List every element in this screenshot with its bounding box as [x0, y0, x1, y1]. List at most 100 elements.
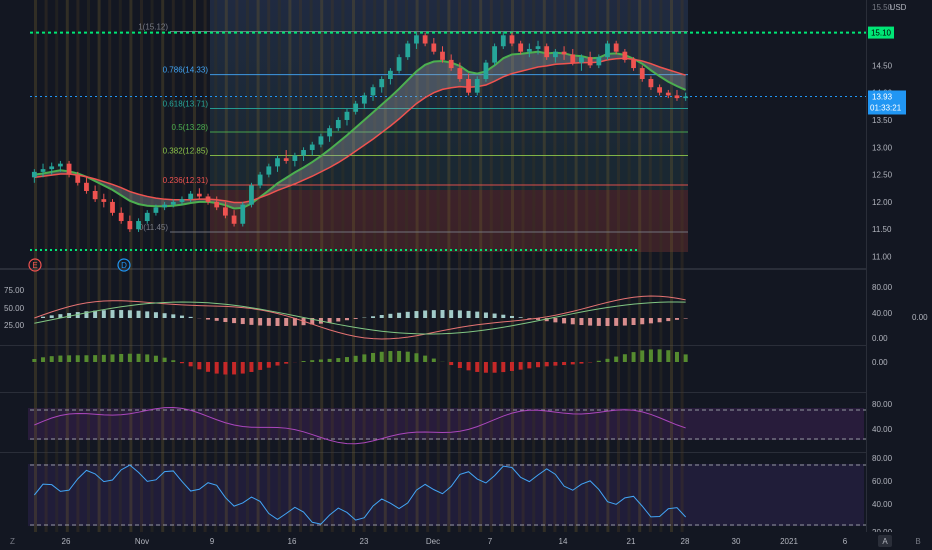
candle-body[interactable] — [370, 87, 376, 96]
candle-body[interactable] — [457, 68, 463, 80]
candle-body[interactable] — [188, 193, 194, 200]
candle-body[interactable] — [127, 221, 133, 230]
candle-body[interactable] — [544, 46, 550, 58]
candle-body[interactable] — [657, 87, 662, 93]
rsi-right-tick: 40.00 — [872, 425, 893, 434]
time-axis-bar — [0, 532, 932, 550]
candle-body[interactable] — [266, 166, 272, 175]
candle-body[interactable] — [344, 111, 350, 120]
histogram-bar — [371, 352, 376, 362]
candle-body[interactable] — [474, 79, 480, 93]
candle-body[interactable] — [414, 35, 419, 44]
candle-body[interactable] — [301, 150, 306, 156]
candle-body[interactable] — [170, 201, 176, 205]
candle-body[interactable] — [396, 57, 402, 71]
session-stripe — [489, 0, 493, 540]
candle-body[interactable] — [205, 196, 211, 202]
candle-body[interactable] — [240, 204, 246, 224]
candle-body[interactable] — [110, 201, 115, 213]
candle-body[interactable] — [587, 57, 593, 66]
candle-body[interactable] — [570, 54, 576, 63]
candle-body[interactable] — [66, 163, 72, 175]
event-marker-icon[interactable] — [117, 258, 131, 272]
candle-body[interactable] — [231, 215, 237, 224]
candle-body[interactable] — [561, 51, 567, 55]
time-axis[interactable]: 26 Nov 9 16 23 Dec 7 14 21 28 30 2021 6 Z A B — [0, 532, 932, 550]
candle-body[interactable] — [292, 155, 298, 161]
candle-body[interactable] — [283, 158, 289, 161]
candle-body[interactable] — [136, 221, 141, 230]
candle-body[interactable] — [84, 182, 89, 191]
candle-body[interactable] — [223, 207, 228, 216]
candle-body[interactable] — [257, 174, 263, 186]
candle-body[interactable] — [75, 174, 81, 183]
candle-body[interactable] — [58, 163, 63, 167]
candle-body[interactable] — [466, 79, 471, 93]
candle-body[interactable] — [665, 92, 671, 96]
candle-body[interactable] — [500, 35, 506, 47]
candle-body[interactable] — [40, 169, 46, 172]
session-stripe — [553, 0, 557, 540]
candle-body[interactable] — [144, 212, 150, 222]
candle-body[interactable] — [309, 144, 315, 151]
alert-price-badge[interactable] — [868, 26, 894, 39]
candle-body[interactable] — [596, 57, 602, 66]
candle-body[interactable] — [553, 51, 558, 58]
histogram-bar — [414, 353, 419, 362]
candle-body[interactable] — [683, 96, 689, 99]
macd-histogram-bar — [110, 310, 115, 318]
candle-body[interactable] — [631, 59, 636, 69]
candle-body[interactable] — [179, 199, 185, 202]
candle-body[interactable] — [509, 35, 515, 44]
candle-body[interactable] — [448, 59, 454, 69]
candle-body[interactable] — [388, 70, 393, 80]
session-stripes — [34, 0, 684, 540]
session-stripe — [659, 0, 663, 540]
candle-body[interactable] — [535, 46, 541, 49]
session-stripe — [670, 0, 673, 540]
candle-body[interactable] — [249, 185, 254, 205]
candle-body[interactable] — [648, 79, 654, 88]
candle-body[interactable] — [579, 57, 584, 63]
fibonacci-retracement[interactable]: 1(15.12) 0.786(14.33) 0.618(13.71) 0.5(13.2… — [30, 22, 866, 251]
candle-body[interactable] — [440, 51, 445, 60]
candle-body[interactable] — [118, 212, 124, 222]
candle-body[interactable] — [318, 136, 324, 145]
candle-body[interactable] — [196, 193, 202, 197]
candle-body[interactable] — [92, 190, 98, 200]
candle-body[interactable] — [379, 79, 385, 88]
candle-body[interactable] — [214, 201, 220, 208]
candle-body[interactable] — [483, 62, 489, 80]
histogram-bar — [405, 351, 410, 362]
auto-scale-button[interactable] — [878, 535, 892, 547]
candle-body[interactable] — [361, 95, 367, 104]
candle-body[interactable] — [492, 46, 497, 63]
candle-body[interactable] — [605, 43, 610, 58]
candle-body[interactable] — [518, 43, 524, 52]
histogram-bar — [101, 354, 106, 362]
candle-body[interactable] — [613, 43, 619, 52]
candle-body[interactable] — [101, 199, 107, 202]
candle-body[interactable] — [526, 48, 532, 52]
session-stripe — [511, 0, 514, 540]
candle-body[interactable] — [49, 166, 55, 170]
candle-body[interactable] — [431, 43, 437, 52]
price-axis[interactable]: USD15.5014.5014.0013.5013.0012.5012.0011… — [868, 3, 907, 262]
histogram-bar — [457, 362, 462, 368]
candle-body[interactable] — [622, 51, 628, 60]
candle-body[interactable] — [327, 128, 332, 137]
candle-body[interactable] — [31, 171, 37, 178]
candle-body[interactable] — [353, 103, 359, 112]
candle-body[interactable] — [275, 158, 280, 167]
candle-body[interactable] — [162, 204, 167, 208]
candle-body[interactable] — [405, 43, 411, 58]
candle-body[interactable] — [422, 35, 428, 44]
macd-histogram-bar — [84, 311, 89, 318]
candle-body[interactable] — [335, 119, 341, 129]
candle-body[interactable] — [639, 68, 645, 80]
candle-body[interactable] — [153, 207, 159, 213]
event-marker-icon[interactable] — [28, 258, 42, 272]
candle-body[interactable] — [674, 95, 680, 99]
